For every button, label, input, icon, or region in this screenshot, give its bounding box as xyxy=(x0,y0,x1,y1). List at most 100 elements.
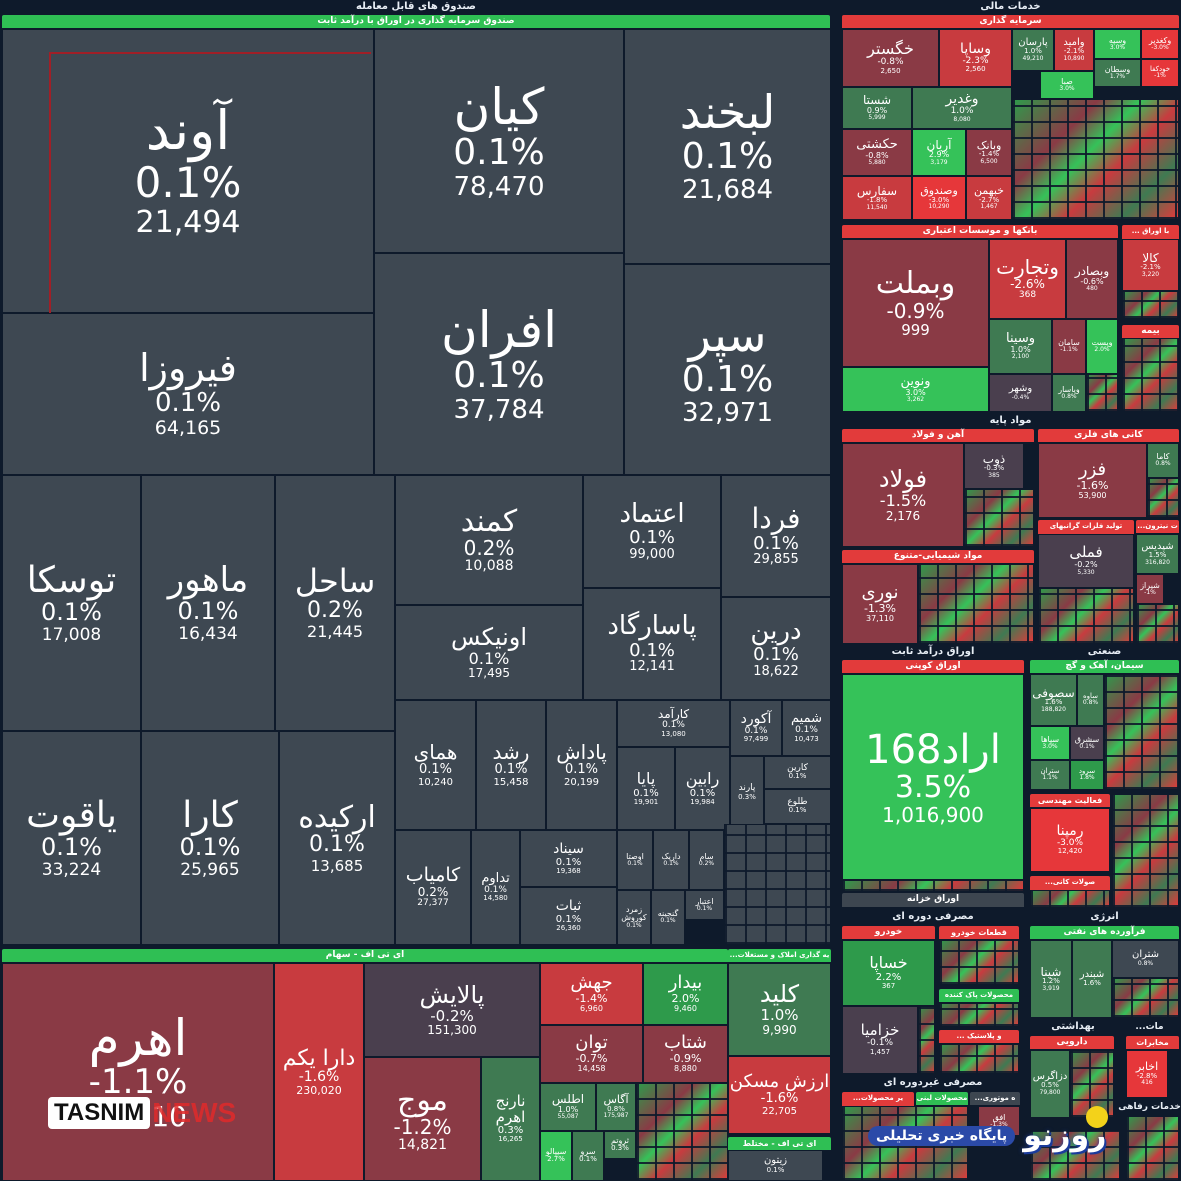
subsection-metals[interactable]: کانی های فلزی xyxy=(1038,429,1179,442)
tile-sabe[interactable]: صبا 3.0% xyxy=(1040,71,1094,99)
tile-ahrom[interactable]: اهرم -1.1% 16,710 xyxy=(2,963,274,1181)
tile-labkhand[interactable]: لبخند 0.1% 21,684 xyxy=(624,29,831,264)
tile-shiraz[interactable]: شیراز -1% xyxy=(1136,574,1164,604)
tile-shasta[interactable]: شستا 0.9% 5,999 xyxy=(842,87,912,129)
small-tiles-cluster[interactable] xyxy=(1104,674,1179,790)
subsection-etf-mixed[interactable]: ای تی اف - مختلط xyxy=(728,1137,831,1150)
tile-karamad[interactable]: کارآمد 0.1% 13,080 xyxy=(617,700,730,747)
subsection-auto[interactable]: خودرو xyxy=(842,926,935,939)
tile-sesoufi[interactable]: سصوفی 1.6% 188,820 xyxy=(1030,674,1077,726)
tile-toska[interactable]: توسکا 0.1% 17,008 xyxy=(2,475,141,731)
small-tiles-cluster[interactable] xyxy=(1126,1116,1179,1181)
tile-tadavom[interactable]: تداوم 0.1% 14,580 xyxy=(471,830,520,945)
tile-sinad[interactable]: سیناد 0.1% 19,368 xyxy=(520,830,617,887)
tile-jahesh[interactable]: جهش -1.4% 6,960 xyxy=(540,963,643,1025)
tile-vsandogh[interactable]: وصندوق -3.0% 10,290 xyxy=(912,176,966,220)
tile-saman[interactable]: سامان -1.1% xyxy=(1052,319,1086,374)
tile-khebahman[interactable]: خبهمن -2.7% 1,467 xyxy=(966,176,1012,220)
tile-sepaha[interactable]: سپاها 3.0% xyxy=(1030,726,1070,760)
tile-homay[interactable]: همای 0.1% 10,240 xyxy=(395,700,476,830)
tile-khegostar[interactable]: خگستر -0.8% 2,650 xyxy=(842,29,939,87)
tile-darin[interactable]: درین 0.1% 18,622 xyxy=(721,597,831,700)
tile-sabat[interactable]: ثبات 0.1% 26,360 xyxy=(520,887,617,945)
tile-vasapa[interactable]: وساپا -2.3% 2,560 xyxy=(939,29,1012,87)
tile-vbemellat[interactable]: وبملت -0.9% 999 xyxy=(842,239,989,367)
small-tiles-cluster[interactable] xyxy=(1122,291,1179,319)
small-tiles-cluster[interactable] xyxy=(1112,978,1179,1018)
small-tiles-cluster[interactable] xyxy=(918,1006,935,1074)
tile-khsapa[interactable]: خساپا 2.2% 367 xyxy=(842,940,935,1006)
tile-vsina[interactable]: وسینا 1.0% 2,100 xyxy=(989,319,1052,374)
small-tiles-cluster[interactable] xyxy=(1012,99,1179,220)
tile-sesaveh[interactable]: ساوه 0.8% xyxy=(1077,674,1104,726)
tile-khzamia[interactable]: خزامیا -0.1% 1,457 xyxy=(842,1006,918,1074)
tile-paya[interactable]: پایا 0.1% 19,901 xyxy=(617,747,675,830)
tile-separ[interactable]: سپر 0.1% 32,971 xyxy=(624,264,831,475)
tile-tolou[interactable]: طلوع 0.1% xyxy=(764,789,831,824)
tile-avand[interactable]: آوند 0.1% 21,494 xyxy=(2,29,374,313)
tile-servatam[interactable]: ثروتم 0.3% xyxy=(604,1131,636,1159)
subsection-chemicals[interactable]: مواد شیمیایی-متنوع xyxy=(842,550,1034,563)
tile-arian[interactable]: آریان 2.9% 3,179 xyxy=(912,129,966,176)
small-tiles-cluster[interactable] xyxy=(1038,588,1134,644)
tile-sam[interactable]: سام 0.2% xyxy=(689,830,724,890)
tile-shamim[interactable]: شمیم 0.1% 10,473 xyxy=(782,700,831,756)
subsection-banks[interactable]: بانکها و موسسات اعتباری xyxy=(842,225,1118,238)
small-tiles-cluster[interactable] xyxy=(1112,794,1179,908)
subsection-oil[interactable]: فرآورده های نفتی xyxy=(1030,926,1179,939)
tile-hekashti[interactable]: حکشتی -0.8% 5,880 xyxy=(842,129,912,176)
tile-vbesader[interactable]: وبصادر -0.6% 480 xyxy=(1066,239,1118,319)
small-tiles-cluster[interactable] xyxy=(1122,338,1179,412)
tile-shena[interactable]: شینا 1.2% 3,919 xyxy=(1030,940,1072,1018)
tile-kala[interactable]: کالا -2.1% 3,220 xyxy=(1122,239,1179,291)
tile-pasargad[interactable]: پاسارگاد 0.1% 12,141 xyxy=(583,588,721,700)
subsection-fixed-income[interactable]: صندوق سرمایه گذاری در اوراق با درآمد ثاب… xyxy=(2,15,830,28)
subsection-cleaning[interactable]: محصولات پاک کننده xyxy=(939,989,1019,1002)
small-tiles-cluster[interactable] xyxy=(918,564,1034,644)
tile-sesharg[interactable]: سشرق 0.1% xyxy=(1070,726,1104,760)
tile-kara[interactable]: کارا 0.1% 25,965 xyxy=(141,731,279,945)
tile-parsan[interactable]: پارسان 1.0% 49,210 xyxy=(1012,29,1054,71)
tile-akhaber[interactable]: اخابر -2.8% 416 xyxy=(1126,1050,1168,1098)
tile-sahel[interactable]: ساحل 0.2% 21,445 xyxy=(275,475,395,731)
small-tiles-cluster[interactable] xyxy=(939,1044,1019,1074)
subsection-telecom[interactable]: مخابرات xyxy=(1126,1036,1179,1049)
tile-zob[interactable]: ذوب -0.3% 385 xyxy=(964,443,1024,489)
small-tiles-cluster[interactable] xyxy=(636,1083,728,1181)
tile-osta[interactable]: اوصتا 0.1% xyxy=(617,830,653,890)
tile-rempna[interactable]: رمپنا -3.0% 12,420 xyxy=(1030,808,1110,872)
tile-khodkefa[interactable]: خودکفا -1% xyxy=(1141,59,1179,87)
tile-atlas[interactable]: اطلس 1.0% 55,087 xyxy=(540,1083,596,1131)
subsection-auto-parts[interactable]: قطعات خودرو xyxy=(939,926,1019,939)
tile-kama[interactable]: کاما 0.8% xyxy=(1147,443,1179,478)
tile-vghadir2[interactable]: وکغدیر -3.0% xyxy=(1141,29,1179,59)
tile-zeytoon[interactable]: زیتون 0.1% xyxy=(728,1150,823,1181)
tile-kelid[interactable]: کلید 1.0% 9,990 xyxy=(728,963,831,1056)
tile-palayesh[interactable]: پالایش -0.2% 151,300 xyxy=(364,963,540,1057)
tile-sipalo[interactable]: سیپالو 2.7% xyxy=(540,1131,572,1181)
tile-sarv[interactable]: سرو 0.1% xyxy=(572,1131,604,1181)
tile-rabin[interactable]: رابین 0.1% 19,984 xyxy=(675,747,730,830)
tile-sorood[interactable]: سرود 1.8% xyxy=(1070,760,1104,790)
tile-fameli[interactable]: فملی -0.2% 5,330 xyxy=(1038,534,1134,588)
small-tiles-cluster[interactable] xyxy=(964,489,1034,547)
subsection-cement[interactable]: سیمان، آهک و گچ xyxy=(1030,660,1179,673)
tile-safars[interactable]: سفارس -1.8% 11,540 xyxy=(842,176,912,220)
tile-mahoor[interactable]: ماهور 0.1% 16,434 xyxy=(141,475,275,731)
tile-orkide[interactable]: ارکیده 0.1% 13,685 xyxy=(279,731,395,945)
tile-fazar[interactable]: فزر -1.6% 53,900 xyxy=(1038,443,1147,518)
tile-shebandar[interactable]: شبندر 1.6% xyxy=(1072,940,1112,1018)
subsection-insurance[interactable]: بیمه xyxy=(1122,325,1179,338)
tile-tavan[interactable]: توان -0.7% 14,458 xyxy=(540,1025,643,1083)
subsection-etf-stock[interactable]: ای تی اف - سهام xyxy=(2,949,728,962)
tile-agas[interactable]: آگاس 0.8% 175,987 xyxy=(596,1083,636,1131)
subsection-plastic[interactable]: ... و پلاستیک xyxy=(939,1030,1019,1043)
tile-padash[interactable]: پاداش 0.1% 20,199 xyxy=(546,700,617,830)
tile-darik[interactable]: داریک 0.1% xyxy=(653,830,689,890)
tile-vsatan[interactable]: وسطان 1.7% xyxy=(1094,59,1141,87)
small-tiles-cluster[interactable] xyxy=(1147,478,1179,518)
small-tiles-cluster[interactable] xyxy=(842,880,1024,892)
tile-onyx[interactable]: اونیکس 0.1% 17,495 xyxy=(395,605,583,700)
tile-vshahr[interactable]: وشهر -0.4% xyxy=(989,374,1052,412)
subsection-investment[interactable]: سرمایه گذاری xyxy=(842,15,1179,28)
